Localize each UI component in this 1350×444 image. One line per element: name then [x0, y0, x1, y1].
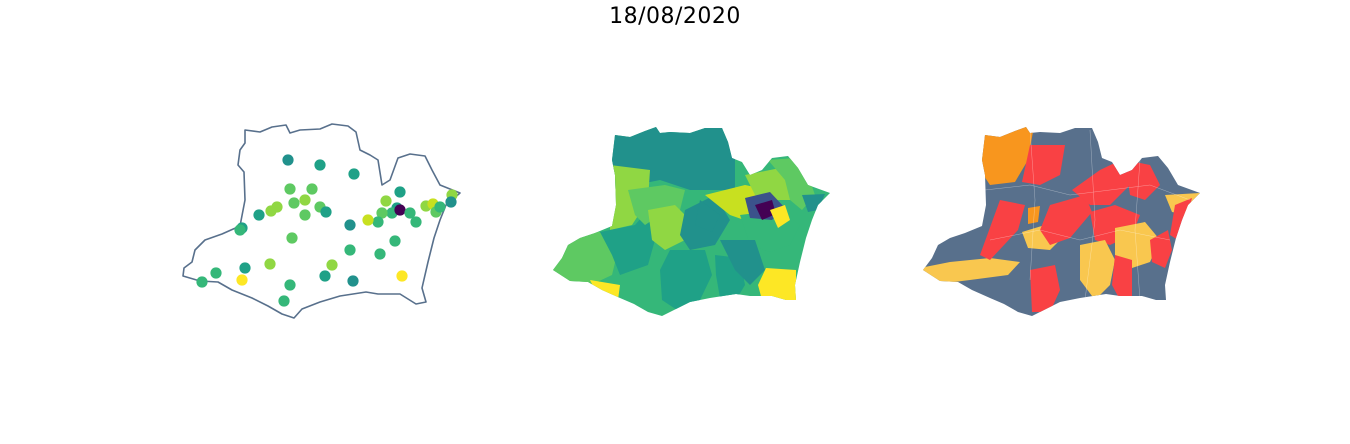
- municipality-point: [319, 270, 331, 282]
- municipality-point: [347, 275, 359, 287]
- choropleth-regions: [553, 127, 830, 316]
- municipality-point: [410, 216, 422, 228]
- points-map-panel: [182, 123, 461, 319]
- municipality-point: [374, 248, 386, 260]
- municipality-point: [278, 295, 290, 307]
- municipality-point: [348, 168, 360, 180]
- municipality-point: [286, 232, 298, 244]
- municipality-point: [284, 183, 296, 195]
- municipality-point: [362, 214, 374, 226]
- categorical-regions: [923, 127, 1200, 316]
- municipality-point: [264, 258, 276, 270]
- categorical-map-panel: [923, 127, 1200, 316]
- municipality-point: [210, 267, 222, 279]
- municipality-point: [389, 235, 401, 247]
- choropleth-map-panel: [553, 127, 830, 316]
- municipality-point: [344, 219, 356, 231]
- municipality-point: [253, 209, 265, 221]
- municipality-point: [284, 279, 296, 291]
- municipality-point: [314, 159, 326, 171]
- municipality-point: [394, 186, 406, 198]
- municipality-point: [344, 244, 356, 256]
- municipality-point: [239, 262, 251, 274]
- municipality-point: [434, 201, 446, 213]
- state-outline: [182, 123, 461, 319]
- municipality-point: [394, 204, 406, 216]
- municipality-point: [320, 206, 332, 218]
- municipality-point: [372, 216, 384, 228]
- municipality-point: [265, 205, 277, 217]
- municipality-point: [288, 197, 300, 209]
- municipality-point: [299, 194, 311, 206]
- municipality-point: [306, 183, 318, 195]
- municipality-point: [376, 207, 388, 219]
- municipality-point: [326, 259, 338, 271]
- municipality-point: [445, 196, 457, 208]
- municipality-points: [196, 154, 458, 307]
- municipality-point: [299, 209, 311, 221]
- municipality-point: [196, 276, 208, 288]
- municipality-point: [396, 270, 408, 282]
- figure-title: 18/08/2020: [609, 4, 741, 29]
- municipality-point: [282, 154, 294, 166]
- region-borders: [984, 129, 1191, 301]
- municipality-point: [236, 274, 248, 286]
- municipality-point: [234, 224, 246, 236]
- municipality-point: [380, 195, 392, 207]
- municipality-point: [404, 207, 416, 219]
